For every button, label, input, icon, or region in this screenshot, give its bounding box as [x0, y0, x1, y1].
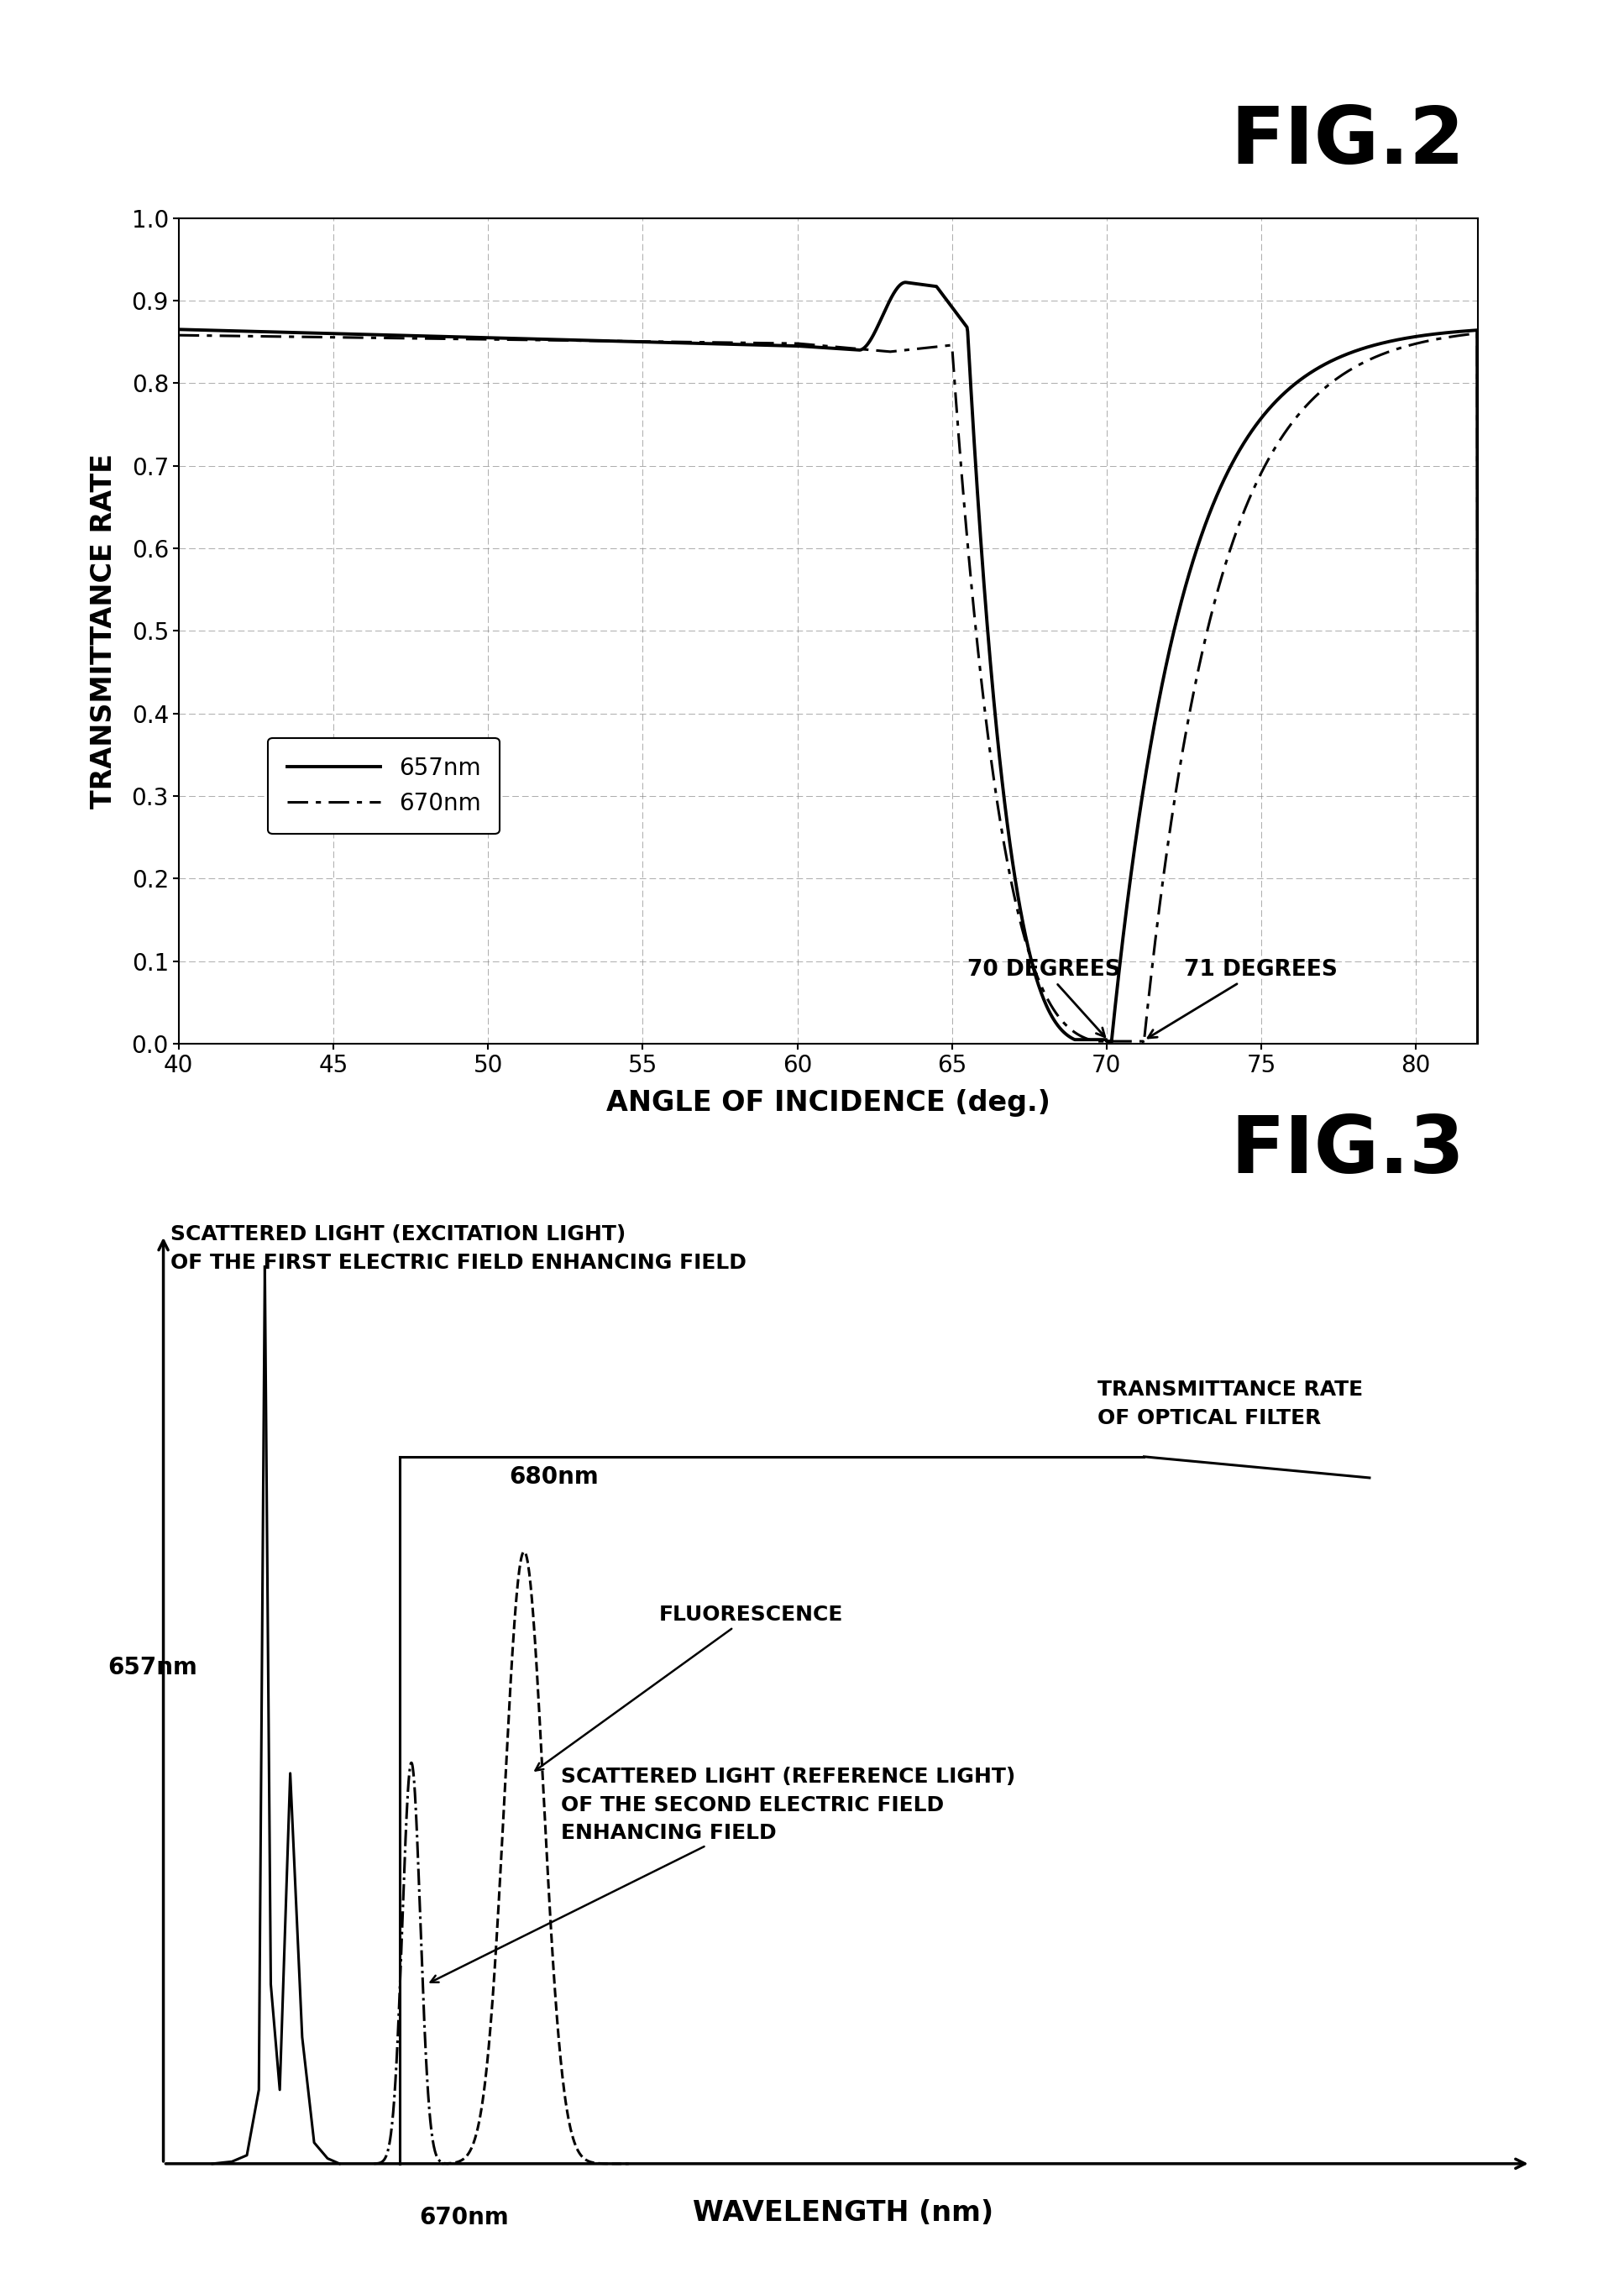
Text: WAVELENGTH (nm): WAVELENGTH (nm): [693, 2200, 994, 2227]
657nm: [235, 317, 255, 344]
X-axis label: ANGLE OF INCIDENCE (deg.): ANGLE OF INCIDENCE (deg.): [606, 1090, 1051, 1117]
657nm: [1468, 1030, 1488, 1058]
657nm: [1192, 518, 1212, 546]
670nm: [801, 330, 820, 358]
670nm: [767, 330, 786, 358]
670nm: [235, 323, 255, 351]
657nm: [1431, 319, 1450, 346]
670nm: [169, 321, 188, 349]
670nm: [1429, 326, 1449, 353]
Text: 70 DEGREES: 70 DEGREES: [968, 959, 1121, 1037]
Text: FLUORESCENCE: FLUORESCENCE: [536, 1606, 843, 1771]
Y-axis label: TRANSMITTANCE RATE: TRANSMITTANCE RATE: [89, 454, 117, 807]
670nm: [1468, 319, 1488, 346]
Text: FIG.2: FIG.2: [1231, 103, 1465, 181]
657nm: [169, 317, 188, 344]
Text: 680nm: 680nm: [510, 1466, 599, 1489]
Text: TRANSMITTANCE RATE
OF OPTICAL FILTER: TRANSMITTANCE RATE OF OPTICAL FILTER: [1098, 1379, 1363, 1429]
Line: 670nm: 670nm: [179, 333, 1478, 1044]
Text: 71 DEGREES: 71 DEGREES: [1148, 959, 1338, 1037]
Text: SCATTERED LIGHT (EXCITATION LIGHT)
OF THE FIRST ELECTRIC FIELD ENHANCING FIELD: SCATTERED LIGHT (EXCITATION LIGHT) OF TH…: [171, 1225, 747, 1273]
Text: 670nm: 670nm: [419, 2207, 508, 2230]
Line: 657nm: 657nm: [179, 282, 1478, 1044]
670nm: [1468, 1030, 1488, 1058]
Text: 657nm: 657nm: [107, 1656, 198, 1679]
670nm: [1431, 326, 1450, 353]
Legend: 657nm, 670nm: 657nm, 670nm: [268, 739, 500, 835]
670nm: [1192, 640, 1212, 668]
657nm: [895, 268, 914, 296]
657nm: [1431, 319, 1450, 346]
Text: FIG.3: FIG.3: [1231, 1113, 1465, 1191]
657nm: [801, 333, 820, 360]
Text: SCATTERED LIGHT (REFERENCE LIGHT)
OF THE SECOND ELECTRIC FIELD
ENHANCING FIELD: SCATTERED LIGHT (REFERENCE LIGHT) OF THE…: [430, 1766, 1015, 1982]
657nm: [767, 333, 786, 360]
